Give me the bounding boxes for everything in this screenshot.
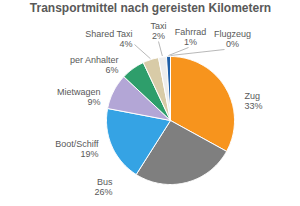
svg-text:Zug33%: Zug33% xyxy=(245,91,263,111)
svg-text:Flugzeug0%: Flugzeug0% xyxy=(214,29,251,49)
svg-text:Mietwagen9%: Mietwagen9% xyxy=(57,87,101,107)
svg-text:Taxi2%: Taxi2% xyxy=(150,21,166,41)
svg-text:Transportmittel nach gereisten: Transportmittel nach gereisten Kilometer… xyxy=(30,1,271,15)
svg-text:Bus26%: Bus26% xyxy=(94,177,113,197)
svg-text:Fahrrad1%: Fahrrad1% xyxy=(175,27,207,47)
svg-text:Boot/Schiff19%: Boot/Schiff19% xyxy=(55,139,99,159)
svg-text:per Anhalter6%: per Anhalter6% xyxy=(70,55,119,75)
svg-text:Shared Taxi4%: Shared Taxi4% xyxy=(85,29,132,49)
